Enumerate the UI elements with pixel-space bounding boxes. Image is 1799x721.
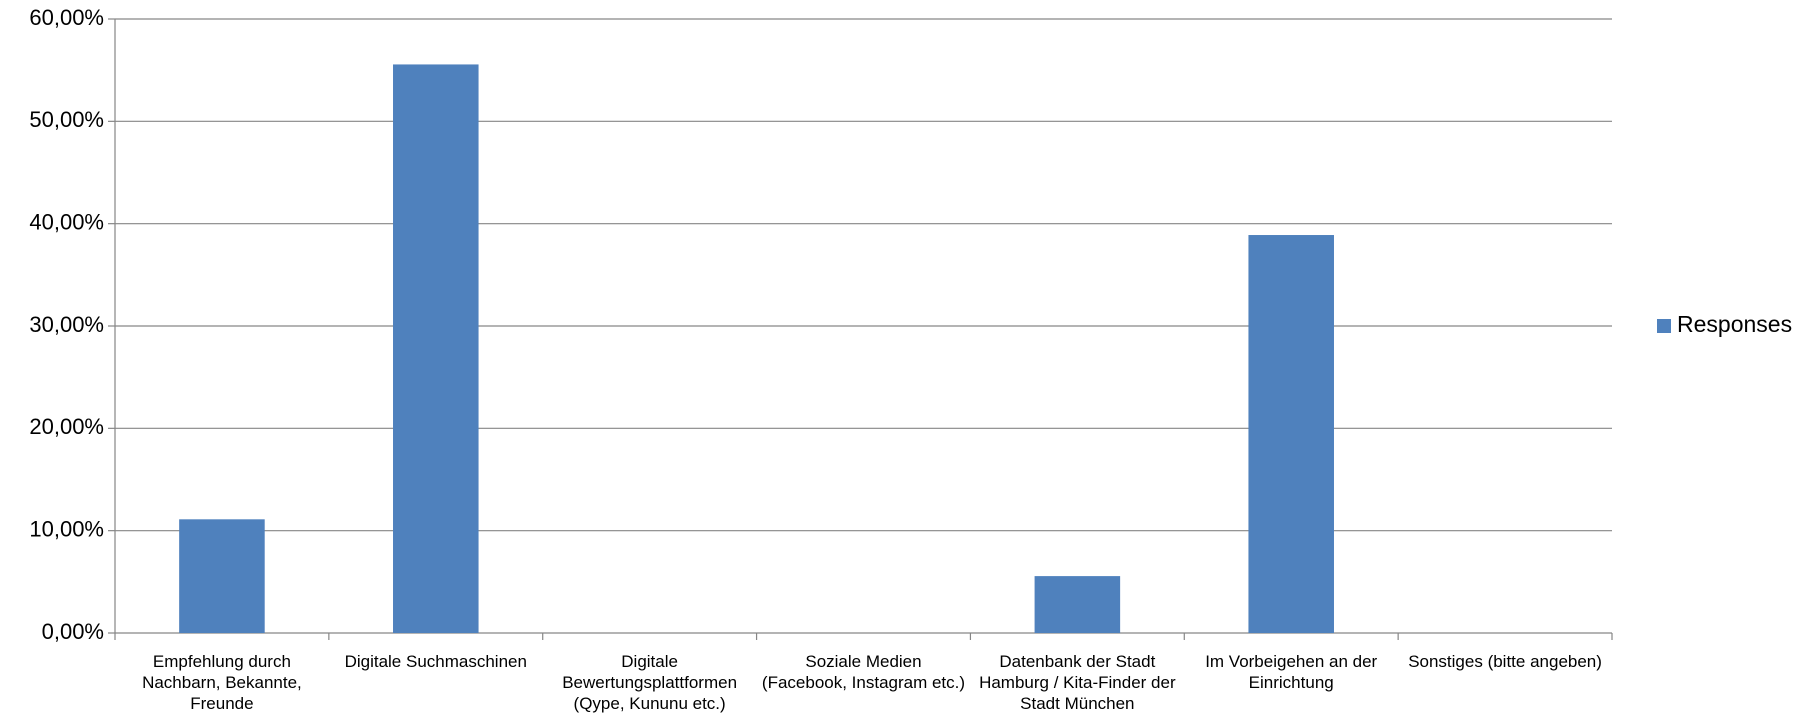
- x-tick-label: Digitale Bewertungsplattformen (Qype, Ku…: [562, 652, 738, 713]
- x-tick-label: Sonstiges (bitte angeben): [1408, 652, 1602, 671]
- y-tick-label: 20,00%: [29, 414, 104, 439]
- x-tick-label: Soziale Medien (Facebook, Instagram etc.…: [761, 652, 966, 692]
- y-tick-label: 10,00%: [29, 516, 104, 541]
- x-tick-label: Empfehlung durch Nachbarn, Bekannte, Fre…: [142, 652, 302, 713]
- x-tick-label: Digitale Suchmaschinen: [344, 652, 527, 671]
- y-tick-label: 40,00%: [29, 209, 104, 234]
- bar: [179, 519, 265, 633]
- y-tick-label: 0,00%: [42, 619, 104, 644]
- y-tick-label: 50,00%: [29, 107, 104, 132]
- y-tick-label: 60,00%: [29, 5, 104, 30]
- legend-swatch: [1657, 319, 1671, 333]
- y-tick-label: 30,00%: [29, 312, 104, 337]
- legend-label: Responses: [1677, 311, 1792, 337]
- x-tick-label: Im Vorbeigehen an der Einrichtung: [1205, 652, 1378, 692]
- bar: [1034, 576, 1121, 633]
- bar: [393, 64, 479, 634]
- x-tick-label: Datenbank der Stadt Hamburg / Kita-Finde…: [979, 652, 1176, 713]
- bar: [1248, 235, 1334, 633]
